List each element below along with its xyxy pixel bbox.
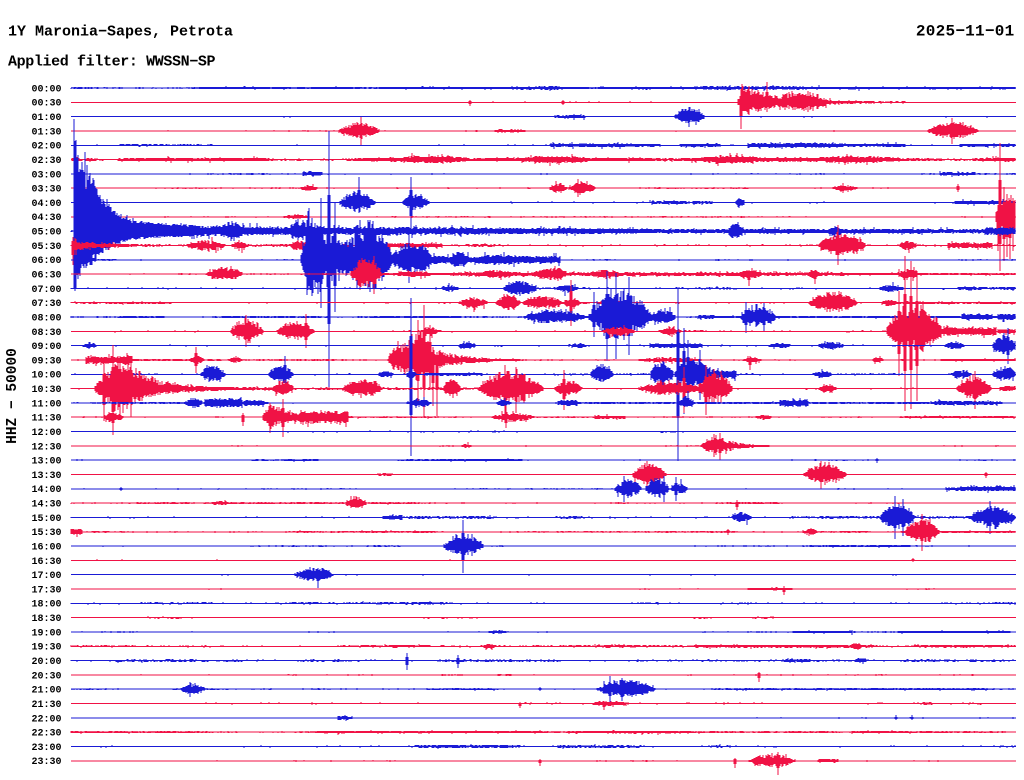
svg-text:14:00: 14:00 (31, 485, 61, 496)
svg-text:01:00: 01:00 (31, 113, 61, 124)
svg-text:14:30: 14:30 (31, 500, 61, 511)
svg-text:07:30: 07:30 (31, 299, 61, 310)
svg-text:15:00: 15:00 (31, 514, 61, 525)
svg-text:10:30: 10:30 (31, 385, 61, 396)
svg-text:06:00: 06:00 (31, 256, 61, 267)
svg-text:17:00: 17:00 (31, 571, 61, 582)
svg-text:03:30: 03:30 (31, 185, 61, 196)
svg-text:09:30: 09:30 (31, 356, 61, 367)
svg-text:12:00: 12:00 (31, 428, 61, 439)
svg-text:23:30: 23:30 (31, 757, 61, 768)
svg-text:01:30: 01:30 (31, 127, 61, 138)
svg-text:03:00: 03:00 (31, 170, 61, 181)
svg-text:06:30: 06:30 (31, 271, 61, 282)
svg-text:12:30: 12:30 (31, 442, 61, 453)
svg-text:02:30: 02:30 (31, 156, 61, 167)
svg-text:10:00: 10:00 (31, 371, 61, 382)
svg-text:20:30: 20:30 (31, 671, 61, 682)
svg-text:21:00: 21:00 (31, 686, 61, 697)
svg-text:20:00: 20:00 (31, 657, 61, 668)
svg-text:04:30: 04:30 (31, 213, 61, 224)
svg-text:17:30: 17:30 (31, 585, 61, 596)
svg-text:11:00: 11:00 (31, 399, 61, 410)
svg-text:11:30: 11:30 (31, 414, 61, 425)
svg-text:18:00: 18:00 (31, 600, 61, 611)
svg-text:1Y Maronia−Sapes, Petrota: 1Y Maronia−Sapes, Petrota (8, 24, 233, 41)
svg-text:15:30: 15:30 (31, 528, 61, 539)
svg-text:19:00: 19:00 (31, 628, 61, 639)
svg-text:00:30: 00:30 (31, 99, 61, 110)
svg-text:05:30: 05:30 (31, 242, 61, 253)
svg-text:07:00: 07:00 (31, 285, 61, 296)
svg-text:18:30: 18:30 (31, 614, 61, 625)
svg-text:23:00: 23:00 (31, 743, 61, 754)
svg-text:Applied filter: WWSSN−SP: Applied filter: WWSSN−SP (8, 54, 216, 71)
svg-text:22:30: 22:30 (31, 729, 61, 740)
svg-text:13:30: 13:30 (31, 471, 61, 482)
svg-text:16:00: 16:00 (31, 543, 61, 554)
svg-text:05:00: 05:00 (31, 228, 61, 239)
svg-text:21:30: 21:30 (31, 700, 61, 711)
svg-text:04:00: 04:00 (31, 199, 61, 210)
svg-text:08:30: 08:30 (31, 328, 61, 339)
svg-text:22:00: 22:00 (31, 714, 61, 725)
svg-text:00:00: 00:00 (31, 84, 61, 95)
svg-text:HHZ − 50000: HHZ − 50000 (5, 348, 21, 444)
svg-text:13:00: 13:00 (31, 457, 61, 468)
svg-text:19:30: 19:30 (31, 643, 61, 654)
svg-text:16:30: 16:30 (31, 557, 61, 568)
svg-text:2025−11−01: 2025−11−01 (916, 23, 1015, 41)
svg-text:08:00: 08:00 (31, 313, 61, 324)
svg-text:09:00: 09:00 (31, 342, 61, 353)
svg-text:02:00: 02:00 (31, 142, 61, 153)
